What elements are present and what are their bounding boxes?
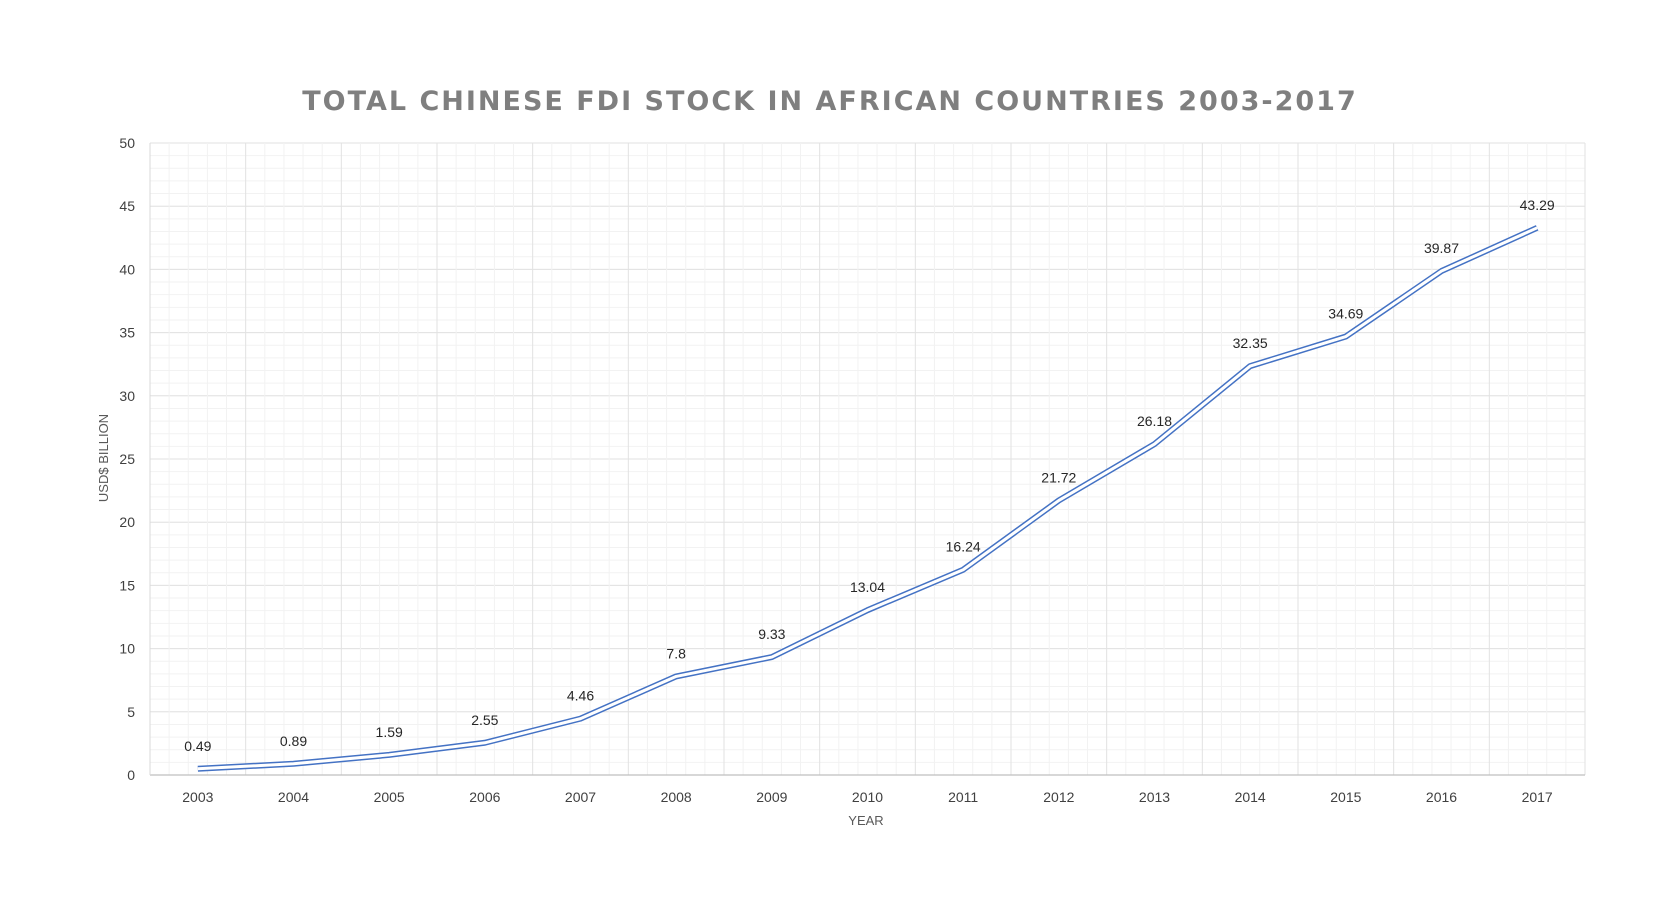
y-tick-label: 30 (119, 388, 135, 404)
x-tick-label: 2005 (374, 789, 405, 805)
y-tick-label: 35 (119, 325, 135, 341)
data-label: 1.59 (376, 724, 403, 740)
data-label: 34.69 (1328, 306, 1363, 322)
y-tick-labels: 0 5 10 15 20 25 30 35 40 45 50 (119, 135, 135, 783)
y-tick-label: 40 (119, 261, 135, 277)
x-tick-label: 2011 (948, 789, 978, 805)
data-label: 21.72 (1041, 469, 1076, 485)
x-tick-labels: 2003 2004 2005 2006 2007 2008 2009 2010 2011 2012… (182, 789, 1553, 805)
x-tick-label: 2017 (1522, 789, 1553, 805)
data-label: 4.46 (567, 688, 594, 704)
y-tick-label: 15 (119, 577, 135, 593)
axes (149, 143, 1585, 776)
y-tick-label: 20 (119, 514, 135, 530)
x-tick-label: 2015 (1330, 789, 1361, 805)
x-tick-label: 2007 (565, 789, 596, 805)
data-label: 9.33 (758, 626, 785, 642)
grid (149, 142, 1586, 776)
chart-title: TOTAL CHINESE FDI STOCK IN AFRICAN COUNT… (302, 86, 1358, 117)
y-tick-label: 25 (119, 451, 135, 467)
x-tick-label: 2016 (1426, 789, 1457, 805)
x-tick-label: 2014 (1235, 789, 1266, 805)
data-label: 26.18 (1137, 413, 1172, 429)
data-label: 16.24 (946, 539, 981, 555)
x-tick-label: 2012 (1043, 789, 1074, 805)
x-tick-label: 2009 (756, 789, 787, 805)
data-label: 13.04 (850, 579, 885, 595)
y-tick-label: 10 (119, 641, 135, 657)
x-tick-label: 2008 (661, 789, 692, 805)
series (197, 225, 1539, 772)
y-tick-label: 45 (119, 198, 135, 214)
data-label: 2.55 (471, 712, 498, 728)
data-labels: 0.49 0.89 1.59 2.55 4.46 7.8 9.33 13.04 16.24 21.… (184, 197, 1555, 754)
x-tick-label: 2013 (1139, 789, 1170, 805)
y-tick-label: 0 (127, 767, 135, 783)
data-label: 0.49 (184, 738, 211, 754)
data-label: 32.35 (1233, 335, 1268, 351)
data-label: 7.8 (666, 645, 686, 661)
data-label: 39.87 (1424, 240, 1459, 256)
x-tick-label: 2010 (852, 789, 883, 805)
x-tick-label: 2003 (182, 789, 213, 805)
x-axis-title: YEAR (848, 813, 883, 828)
y-axis-title: USD$ BILLION (96, 414, 111, 502)
x-tick-label: 2006 (469, 789, 500, 805)
x-tick-label: 2004 (278, 789, 309, 805)
y-tick-label: 5 (127, 704, 135, 720)
data-label: 0.89 (280, 733, 307, 749)
series-line-inner (197, 226, 1538, 771)
data-label: 43.29 (1520, 197, 1555, 213)
y-tick-label: 50 (119, 135, 135, 151)
